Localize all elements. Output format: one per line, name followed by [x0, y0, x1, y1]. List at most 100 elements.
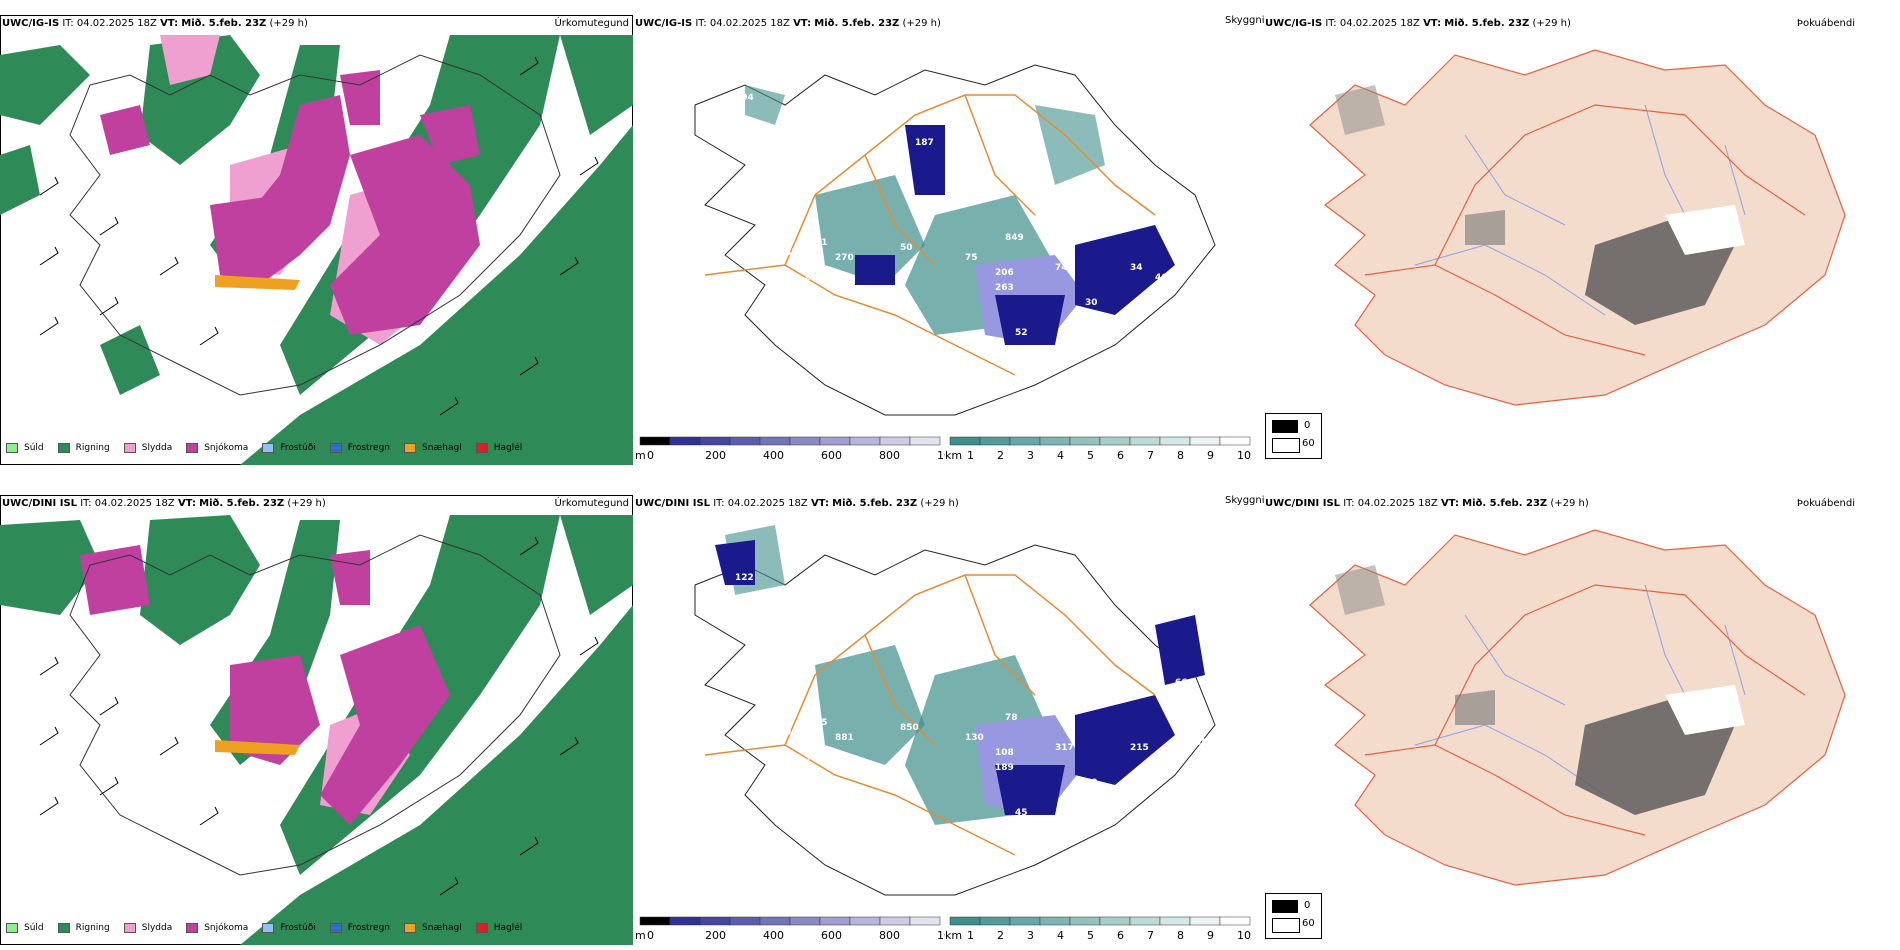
snow-pellet-area [215, 740, 300, 755]
valid-time: Mið. 5.feb. 23Z [181, 18, 267, 29]
ceiling-label: 187 [915, 618, 934, 628]
vis-header-row2: UWC/DINI ISL IT: 04.02.2025 18Z VT: Mið.… [635, 498, 959, 509]
coastline [69, 54, 561, 396]
vis-header-row1: UWC/IG-IS IT: 04.02.2025 18Z VT: Mið. 5.… [635, 18, 941, 29]
valid-time: Mið. 5.feb. 23Z [1462, 498, 1548, 509]
vis-bar-tick: 6 [1117, 449, 1124, 462]
ceiling-bar-tick: 0 [647, 929, 654, 942]
fog-area [1665, 685, 1745, 735]
snow-area [230, 655, 320, 765]
legend-item: Frostregn [329, 443, 390, 453]
ceiling-colorbar-row2: m0 200 400 600 800 1000 [635, 916, 945, 942]
vis-bar-cell [1189, 916, 1221, 926]
snow-area [100, 105, 150, 155]
wind-barbs [39, 56, 599, 416]
ceiling-label: 50 [1190, 698, 1203, 708]
legend-swatch [123, 923, 136, 933]
ceiling-bar-cell [849, 916, 881, 926]
ceiling-label: 215 [1130, 743, 1149, 753]
fog-legend-swatch-dark [1272, 900, 1298, 913]
vis-bar-tick: 8 [1177, 449, 1184, 462]
ceiling-label: 76 [755, 618, 768, 628]
ceiling-label: 55 [1065, 818, 1078, 828]
legend-label: Snæhagl [422, 923, 462, 933]
fog-rivers [1414, 104, 1746, 316]
vis-bar-tick: 3 [1027, 929, 1034, 942]
vis-bar-tick: 7 [1147, 449, 1154, 462]
ceiling-label: 97 [730, 118, 743, 128]
fog-area [1335, 85, 1385, 135]
precip-panel-row2: UWC/DINI ISL IT: 04.02.2025 18Z VT: Mið.… [0, 495, 633, 945]
snow-pellet-area [215, 275, 300, 290]
rain-area [0, 45, 90, 125]
legend-swatch [123, 443, 136, 453]
legend-item: Snæhagl [404, 443, 462, 453]
legend-label: Snjókoma [204, 443, 249, 453]
ceiling-label: 206 [995, 268, 1014, 278]
rain-area [240, 605, 633, 945]
ceiling-bar-tick: 600 [821, 449, 842, 462]
vis-bar-cell [1159, 436, 1191, 446]
init-time: IT: 04.02.2025 18Z [695, 18, 790, 29]
model-name: UWC/DINI ISL [1265, 498, 1341, 509]
vis-bar-cell [1069, 436, 1101, 446]
rain-area [0, 520, 100, 615]
snow-area [80, 545, 150, 615]
vis-bar-unit: km [945, 449, 962, 462]
ceiling-label: 55 [815, 718, 828, 728]
ceiling-label: 32 [895, 838, 908, 848]
vis-bar-tick: 8 [1177, 929, 1184, 942]
lead-time: (+29 h) [1550, 498, 1589, 509]
ceiling-label: 37 [1195, 723, 1208, 733]
ceiling-label: 45 [1015, 808, 1028, 818]
legend-item: Snæhagl [404, 923, 462, 933]
lead-time: (+29 h) [1532, 18, 1571, 29]
ceiling-label: 30 [1085, 298, 1098, 308]
fog-land [1309, 529, 1846, 886]
fog-legend-tick: 60 [1302, 918, 1315, 929]
legend-item: Slydda [123, 443, 172, 453]
vis-bar-tick: 10 [1237, 929, 1251, 942]
legend-swatch [262, 923, 275, 933]
init-time: IT: 04.02.2025 18Z [62, 18, 157, 29]
vis-bar-cell [1219, 916, 1251, 926]
vis-bar-cells: km 1 2 3 4 5 6 7 8 9 10 [945, 916, 1251, 942]
vis-bar-cell [1129, 916, 1161, 926]
ceiling-bar-cell [669, 436, 701, 446]
fog-area [1455, 690, 1495, 725]
legend-label: Snjókoma [204, 923, 249, 933]
snow-area [330, 550, 370, 605]
legend-label: Súld [24, 443, 44, 453]
precip-legend-row2: Súld Rigning Slydda Snjókoma Frostúði Frostre… [6, 923, 522, 933]
ceiling-bar-cell [909, 436, 941, 446]
ceiling-label: 41 [885, 383, 898, 393]
ceiling-bar-tick: 0 [647, 449, 654, 462]
ceiling-label: 100 [945, 183, 964, 193]
legend-label: Frostúði [280, 443, 316, 453]
precip-title-row2: Úrkomutegund [554, 498, 629, 509]
ceiling-bar-tick: 1000 [937, 929, 945, 942]
legend-item: Slydda [123, 923, 172, 933]
ceiling-label: 189 [995, 763, 1014, 773]
ceiling-label: 317 [1055, 743, 1074, 753]
ceiling-area [995, 295, 1065, 345]
valid-time-label: VT: [793, 18, 812, 29]
roads [704, 94, 1156, 376]
legend-label: Frostregn [347, 923, 391, 933]
legend-label: Rigning [75, 923, 110, 933]
precip-panel-row1: UWC/IG-IS IT: 04.02.2025 18Z VT: Mið. 5.… [0, 15, 633, 465]
ceiling-area [905, 125, 945, 195]
precip-header-row2: UWC/DINI ISL IT: 04.02.2025 18Z VT: Mið.… [2, 498, 326, 509]
fog-map-row1 [1309, 49, 1846, 406]
model-name: UWC/IG-IS [2, 18, 60, 29]
legend-swatch [6, 443, 18, 453]
vis-bar-tick: 6 [1117, 929, 1124, 942]
rain-area [240, 125, 633, 465]
ceiling-label: 187 [915, 138, 934, 148]
ceiling-label: 742 [1055, 263, 1074, 273]
fog-map-row2 [1309, 529, 1846, 886]
sleet-area [160, 35, 220, 85]
ceiling-bar-cell [879, 436, 911, 446]
ceiling-label: 75 [965, 253, 978, 263]
vis-bar-tick: 1 [967, 929, 974, 942]
